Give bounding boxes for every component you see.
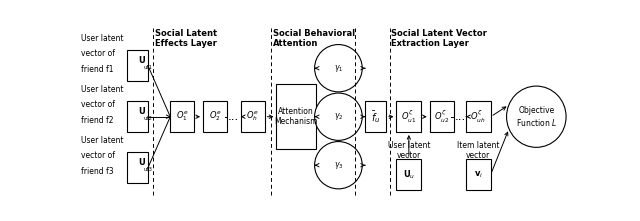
Text: $\gamma_2$: $\gamma_2$ — [333, 111, 343, 122]
Text: $O_2^e$: $O_2^e$ — [209, 110, 221, 124]
Text: friend f1: friend f1 — [81, 65, 113, 74]
Text: Attention
Mechanism: Attention Mechanism — [275, 107, 318, 126]
Text: Item latent
vector: Item latent vector — [457, 141, 500, 160]
Text: friend f2: friend f2 — [81, 116, 113, 125]
FancyBboxPatch shape — [396, 101, 421, 132]
Ellipse shape — [315, 45, 362, 92]
Text: User latent
vector: User latent vector — [388, 141, 430, 160]
Text: $\mathbf{U}_u$: $\mathbf{U}_u$ — [403, 168, 415, 181]
FancyBboxPatch shape — [365, 101, 386, 132]
Text: vector of: vector of — [81, 151, 115, 160]
Text: ...: ... — [228, 110, 239, 123]
Text: uf1: uf1 — [144, 65, 153, 70]
Text: $\mathbf{U}$: $\mathbf{U}$ — [138, 105, 145, 116]
FancyBboxPatch shape — [170, 101, 194, 132]
Text: ...: ... — [454, 110, 466, 123]
Text: vector of: vector of — [81, 100, 115, 109]
FancyBboxPatch shape — [276, 84, 316, 149]
FancyBboxPatch shape — [241, 101, 264, 132]
Text: $\bar{f}_u$: $\bar{f}_u$ — [371, 109, 380, 125]
Text: uf3: uf3 — [144, 167, 153, 172]
FancyBboxPatch shape — [127, 152, 148, 183]
Text: Social Behavioral
Attention: Social Behavioral Attention — [273, 29, 356, 48]
FancyBboxPatch shape — [429, 101, 454, 132]
Text: $\mathbf{U}$: $\mathbf{U}$ — [138, 156, 145, 167]
FancyBboxPatch shape — [203, 101, 227, 132]
Ellipse shape — [315, 93, 362, 140]
FancyBboxPatch shape — [127, 50, 148, 81]
Ellipse shape — [507, 86, 566, 147]
Text: $O_{u1}^{\zeta}$: $O_{u1}^{\zeta}$ — [401, 109, 417, 125]
Text: vector of: vector of — [81, 49, 115, 58]
Text: Social Latent Vector
Extraction Layer: Social Latent Vector Extraction Layer — [392, 29, 488, 48]
Text: $\gamma_1$: $\gamma_1$ — [333, 63, 343, 74]
Text: friend f3: friend f3 — [81, 167, 114, 176]
Text: $\mathbf{v}_i$: $\mathbf{v}_i$ — [474, 169, 483, 180]
Ellipse shape — [315, 142, 362, 189]
FancyBboxPatch shape — [396, 159, 421, 190]
Text: uf2: uf2 — [144, 116, 153, 121]
Text: User latent: User latent — [81, 136, 124, 145]
Text: $O_{uh}^{\zeta}$: $O_{uh}^{\zeta}$ — [470, 109, 486, 125]
FancyBboxPatch shape — [466, 101, 491, 132]
Text: Social Latent
Effects Layer: Social Latent Effects Layer — [156, 29, 218, 48]
Text: $\gamma_3$: $\gamma_3$ — [333, 160, 343, 171]
FancyBboxPatch shape — [466, 159, 491, 190]
Text: User latent: User latent — [81, 34, 124, 43]
Text: $O_1^e$: $O_1^e$ — [176, 110, 189, 124]
FancyBboxPatch shape — [127, 101, 148, 132]
Text: $O_h^e$: $O_h^e$ — [246, 110, 259, 124]
Text: $\mathbf{U}$: $\mathbf{U}$ — [138, 54, 145, 65]
Text: Objective
Function $L$: Objective Function $L$ — [516, 106, 557, 128]
Text: User latent: User latent — [81, 85, 124, 94]
Text: $O_{u2}^{\zeta}$: $O_{u2}^{\zeta}$ — [435, 109, 450, 125]
